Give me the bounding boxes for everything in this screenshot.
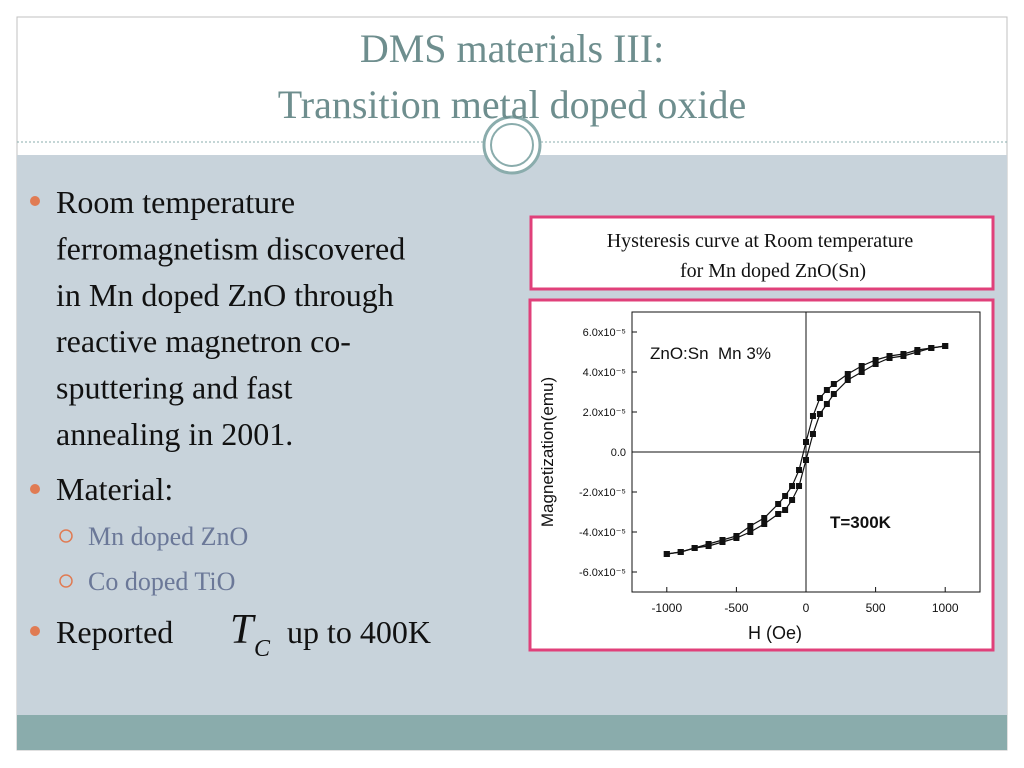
caption-box (529, 215, 995, 291)
bullet-text: reactive magnetron co- (56, 323, 351, 359)
caption: for Mn doped ZnO(Sn) (680, 260, 866, 282)
marker (796, 483, 803, 489)
marker (844, 371, 851, 377)
bullet-text: up to 400K (287, 614, 431, 650)
marker (789, 483, 796, 489)
marker (830, 381, 837, 387)
y-tick-label: -4.0x10⁻⁵ (579, 527, 626, 539)
x-tick-label: -1000 (651, 601, 682, 615)
ornament-inner (490, 123, 534, 167)
marker (663, 551, 670, 557)
marker (747, 529, 754, 535)
marker (803, 457, 809, 463)
marker (823, 401, 830, 407)
marker (809, 413, 816, 419)
marker (796, 467, 803, 473)
title: DMS materials III: (360, 26, 664, 71)
marker (823, 387, 830, 393)
marker (872, 361, 879, 367)
tc-symbol: T (230, 607, 256, 653)
marker (761, 515, 768, 521)
bullet-text: annealing in 2001. (56, 416, 293, 452)
marker (830, 391, 837, 397)
tc-subscript: C (254, 636, 271, 662)
marker (705, 543, 712, 549)
marker (691, 545, 698, 551)
marker (775, 511, 782, 517)
x-axis-label: H (Oe) (748, 623, 802, 643)
marker (858, 369, 865, 375)
marker (858, 363, 865, 369)
x-tick-label: 500 (866, 601, 886, 615)
marker (803, 439, 809, 445)
bullet-text: sputtering and fast (56, 370, 293, 406)
y-axis-label: Magnetization(emu) (538, 377, 557, 527)
annotation: T=300K (830, 513, 892, 532)
bullet-text: Reported (56, 614, 173, 650)
marker (816, 395, 823, 401)
sub-bullet-text: Co doped TiO (88, 567, 235, 596)
marker (677, 549, 684, 555)
caption: Hysteresis curve at Room temperature (607, 230, 914, 252)
bullet-dot (30, 196, 40, 206)
y-tick-label: -6.0x10⁻⁵ (579, 567, 626, 579)
marker (809, 431, 816, 437)
x-tick-label: 1000 (932, 601, 959, 615)
bullet-text: in Mn doped ZnO through (56, 277, 394, 313)
marker (900, 353, 907, 359)
marker (942, 343, 949, 349)
annotation: ZnO:Sn Mn 3% (650, 344, 771, 363)
bullet-dot (30, 484, 40, 494)
marker (844, 377, 851, 383)
marker (886, 355, 893, 361)
sub-bullet-text: Mn doped ZnO (88, 522, 248, 551)
marker (733, 535, 740, 541)
bullet-text: Material: (56, 471, 173, 507)
bullet-text: Room temperature (56, 184, 295, 220)
marker (782, 507, 789, 513)
marker (816, 411, 823, 417)
y-tick-label: -2.0x10⁻⁵ (579, 487, 626, 499)
footer-band (17, 715, 1007, 750)
sub-bullet-dot (59, 574, 73, 588)
bullet-text: ferromagnetism discovered (56, 230, 405, 266)
y-tick-label: 4.0x10⁻⁵ (583, 367, 626, 379)
y-tick-label: 6.0x10⁻⁵ (583, 327, 626, 339)
x-tick-label: 0 (803, 601, 810, 615)
marker (782, 493, 789, 499)
y-tick-label: 2.0x10⁻⁵ (583, 407, 626, 419)
marker (761, 521, 768, 527)
y-tick-label: 0.0 (611, 447, 626, 459)
marker (928, 345, 935, 351)
sub-bullet-dot (59, 529, 73, 543)
bullet-dot (30, 626, 40, 636)
marker (719, 539, 726, 545)
marker (747, 523, 754, 529)
marker (789, 497, 796, 503)
x-tick-label: -500 (724, 601, 748, 615)
marker (914, 349, 921, 355)
marker (775, 501, 782, 507)
title: Transition metal doped oxide (278, 82, 746, 127)
marker (872, 357, 879, 363)
